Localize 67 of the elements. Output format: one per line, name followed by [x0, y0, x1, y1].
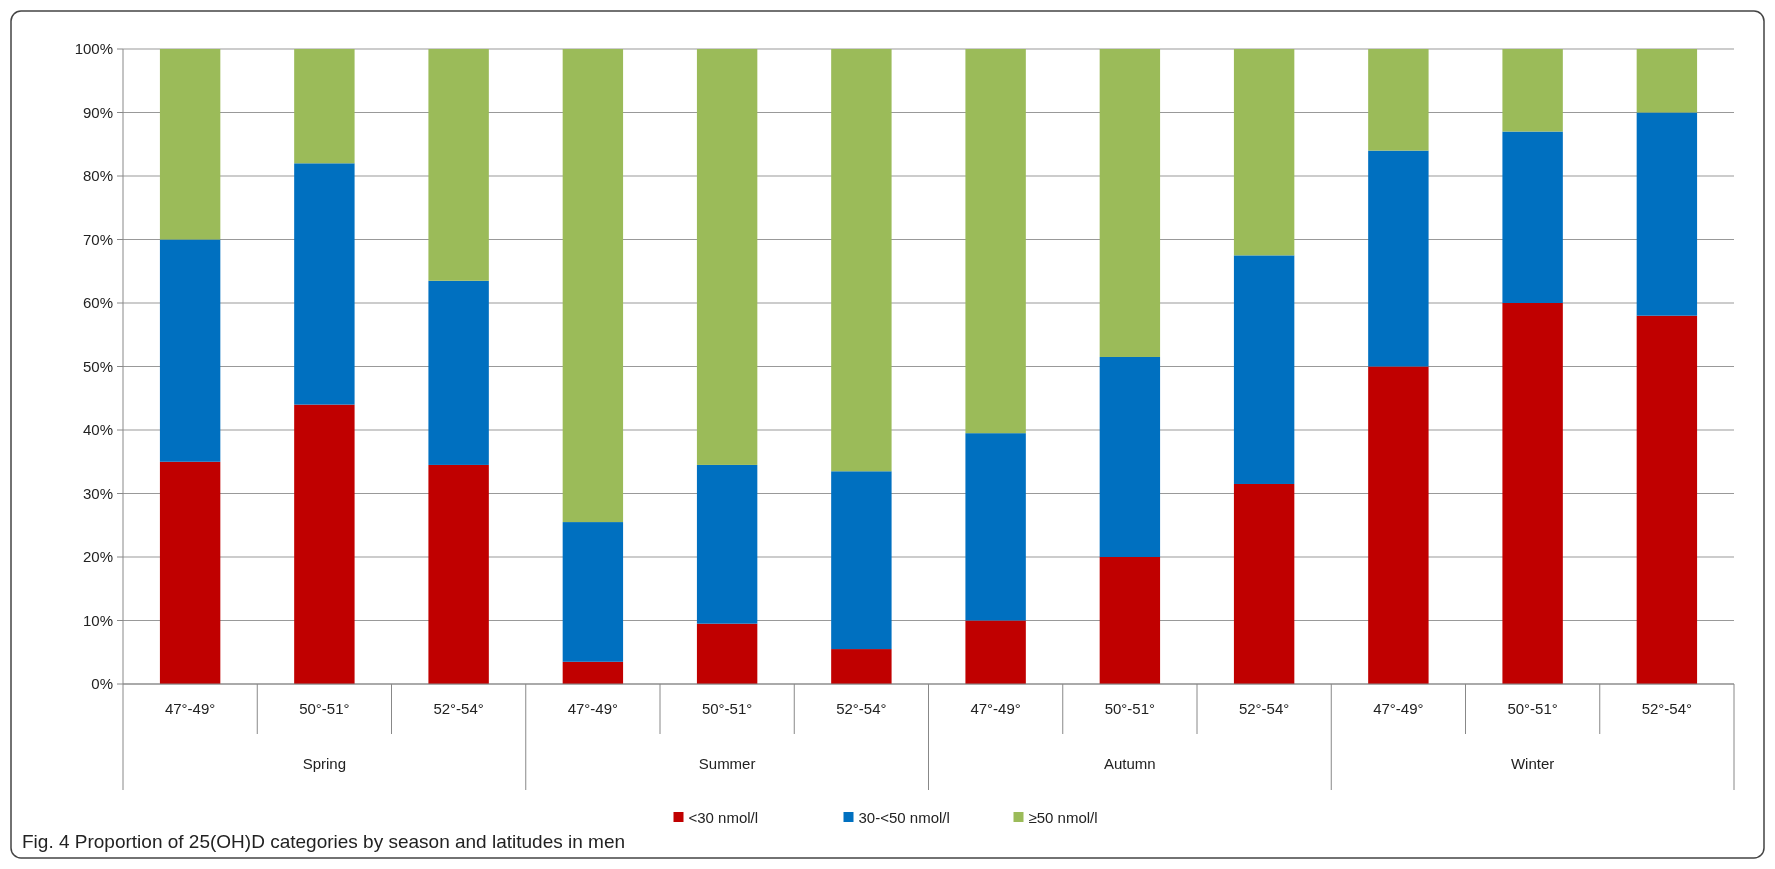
bar	[1368, 150, 1429, 367]
bar	[159, 49, 221, 240]
text: Autumn	[1104, 755, 1156, 772]
bar	[428, 49, 489, 281]
bar	[1502, 49, 1563, 132]
legend-label: 30-<50 nmol/l	[858, 809, 950, 827]
bar	[1636, 112, 1698, 316]
x-tick-label: 52°-54°	[1641, 700, 1693, 717]
text: Spring	[302, 755, 347, 772]
bar	[831, 649, 892, 684]
bar	[1368, 49, 1429, 151]
bar	[294, 404, 355, 684]
x-tick-label: 52°-54°	[1238, 700, 1290, 717]
bar	[1502, 303, 1563, 684]
bar	[1099, 356, 1161, 557]
y-tick-label: 80%	[82, 167, 113, 185]
bar	[159, 461, 221, 684]
y-tick-label: 10%	[82, 611, 113, 629]
x-tick-label: 50°-51°	[1104, 700, 1156, 717]
bar	[965, 49, 1026, 434]
text: Summer	[698, 755, 756, 772]
x-tick-label: 52°-54°	[433, 700, 484, 717]
bar	[1099, 557, 1161, 684]
bar	[831, 471, 892, 650]
bar	[294, 163, 355, 405]
bar	[1099, 49, 1161, 357]
y-tick-label: 50%	[82, 357, 113, 375]
bar	[831, 49, 892, 472]
bar	[965, 433, 1026, 621]
caption: Fig. 4 Proportion of 25(OH)D categories by season and latitudes in men	[22, 831, 626, 852]
x-tick-label: 47°-49°	[1373, 700, 1424, 717]
bar	[1233, 255, 1295, 484]
y-tick-label: 100%	[74, 40, 113, 58]
y-tick-label: 60%	[82, 294, 113, 312]
legend-label: ≥50 nmol/l	[1028, 809, 1098, 827]
x-tick-label: 47°-49°	[970, 700, 1021, 717]
x-tick-label: 52°-54°	[836, 700, 887, 717]
bar	[428, 280, 489, 465]
x-tick-label: 47°-49°	[164, 700, 216, 717]
bar	[696, 623, 758, 684]
y-tick-label: 70%	[82, 230, 113, 248]
y-tick-label: 90%	[82, 103, 113, 121]
bar	[1368, 366, 1429, 684]
bar	[696, 49, 758, 465]
x-tick-label: 50°-51°	[1507, 700, 1558, 717]
y-tick-label: 40%	[82, 421, 113, 439]
x-tick-label: 50°-51°	[299, 700, 350, 717]
y-tick-label: 30%	[82, 484, 113, 502]
bar	[965, 620, 1026, 684]
y-tick-label: 20%	[82, 548, 113, 566]
bar	[1636, 49, 1698, 113]
bar	[428, 464, 489, 684]
bar	[1233, 49, 1295, 256]
legend-label: <30 nmol/l	[688, 809, 759, 827]
bar	[562, 49, 624, 523]
bar	[696, 464, 758, 624]
bar	[562, 522, 624, 662]
text: Winter	[1510, 755, 1555, 772]
bar	[562, 661, 624, 684]
bar	[1233, 483, 1295, 684]
bar	[159, 239, 221, 462]
x-tick-label: 47°-49°	[567, 700, 619, 717]
bar	[1502, 131, 1563, 303]
bar	[294, 49, 355, 164]
bar	[1636, 315, 1698, 684]
x-tick-label: 50°-51°	[701, 700, 753, 717]
y-tick-label: 0%	[91, 675, 113, 693]
